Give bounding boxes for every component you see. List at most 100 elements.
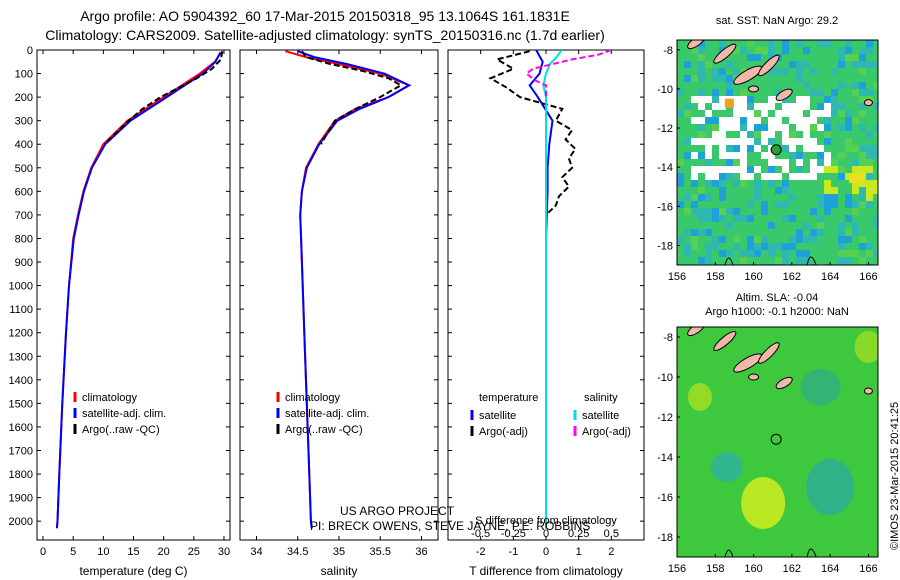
sst-cell bbox=[810, 145, 817, 152]
legend-label: Argo(..raw -QC) bbox=[82, 424, 160, 436]
sst-cell bbox=[761, 243, 768, 250]
sst-cell bbox=[852, 222, 859, 229]
sst-cell bbox=[845, 229, 852, 236]
sst-cell bbox=[775, 117, 782, 124]
sst-cell bbox=[740, 257, 747, 264]
map-field bbox=[677, 327, 878, 557]
sst-cell bbox=[698, 47, 705, 54]
series-line-3 bbox=[103, 51, 224, 145]
sst-cell bbox=[698, 68, 705, 75]
sst-cell bbox=[775, 243, 782, 250]
y-tick-label: -12 bbox=[657, 123, 673, 135]
y-tick-label: -10 bbox=[657, 84, 673, 96]
sst-cell bbox=[698, 215, 705, 222]
sst-cell bbox=[782, 131, 789, 138]
sst-cell bbox=[719, 131, 726, 138]
sst-cell bbox=[705, 180, 712, 187]
sst-cell bbox=[838, 47, 845, 54]
sst-cell bbox=[733, 96, 740, 103]
sst-cell bbox=[691, 166, 698, 173]
sst-cell bbox=[817, 215, 824, 222]
sst-cell bbox=[831, 103, 838, 110]
sst-cell bbox=[754, 236, 761, 243]
sst-cell bbox=[789, 215, 796, 222]
sst-cell bbox=[859, 89, 866, 96]
sst-cell bbox=[852, 166, 859, 173]
sst-cell bbox=[768, 68, 775, 75]
sst-cell bbox=[733, 236, 740, 243]
sst-cell bbox=[754, 194, 761, 201]
sst-cell bbox=[691, 180, 698, 187]
y-tick-label: 2000 bbox=[9, 516, 33, 528]
sst-cell bbox=[684, 250, 691, 257]
sst-cell bbox=[747, 103, 754, 110]
sst-cell bbox=[768, 166, 775, 173]
sst-cell bbox=[838, 173, 845, 180]
sst-cell bbox=[747, 173, 754, 180]
sst-cell bbox=[677, 180, 684, 187]
sst-cell bbox=[866, 173, 873, 180]
sst-cell bbox=[810, 159, 817, 166]
y-tick-label: 1900 bbox=[9, 493, 33, 505]
sst-cell bbox=[712, 96, 719, 103]
x-axis-label: salinity bbox=[321, 564, 358, 578]
sst-cell bbox=[754, 117, 761, 124]
legend-label: satellite-adj. clim. bbox=[285, 408, 369, 420]
sst-cell bbox=[810, 117, 817, 124]
sst-cell bbox=[747, 166, 754, 173]
map-panels: 156 158 160 162 164 166 -8 -10 -12 -14 -16 -18 sat. … bbox=[657, 15, 879, 575]
sst-cell bbox=[873, 187, 878, 194]
x2-axis-label: S difference from climatology bbox=[475, 515, 617, 527]
sst-cell bbox=[817, 201, 824, 208]
sst-cell bbox=[831, 110, 838, 117]
sst-cell bbox=[719, 124, 726, 131]
sst-cell bbox=[859, 96, 866, 103]
x-tick-label: 164 bbox=[821, 271, 839, 283]
x-tick-label: 160 bbox=[744, 271, 762, 283]
sst-cell bbox=[740, 152, 747, 159]
map-title: sat. SST: NaN Argo: 29.2 bbox=[716, 15, 838, 27]
sst-cell bbox=[726, 138, 733, 145]
sst-cell bbox=[845, 173, 852, 180]
sst-cell bbox=[684, 75, 691, 82]
sst-cell bbox=[740, 138, 747, 145]
sst-cell bbox=[754, 243, 761, 250]
sst-cell bbox=[754, 54, 761, 61]
x-tick-label: 5 bbox=[70, 546, 76, 558]
sst-cell bbox=[852, 159, 859, 166]
sst-cell bbox=[747, 215, 754, 222]
sst-cell bbox=[677, 159, 684, 166]
sst-cell bbox=[838, 103, 845, 110]
sst-cell bbox=[866, 180, 873, 187]
x2-tick-label: -0.5 bbox=[471, 528, 490, 540]
sst-cell bbox=[803, 61, 810, 68]
sst-cell bbox=[698, 61, 705, 68]
sst-cell bbox=[761, 208, 768, 215]
y-tick-label: -16 bbox=[657, 201, 673, 213]
sst-cell bbox=[824, 194, 831, 201]
sst-cell bbox=[684, 194, 691, 201]
sst-cell bbox=[824, 103, 831, 110]
sst-cell bbox=[691, 194, 698, 201]
legend-label: climatology bbox=[285, 392, 341, 404]
sla-blob bbox=[806, 459, 855, 515]
sst-cell bbox=[740, 173, 747, 180]
sst-cell bbox=[698, 187, 705, 194]
sst-cell bbox=[768, 250, 775, 257]
sst-cell bbox=[768, 47, 775, 54]
y-tick-label: 0 bbox=[27, 45, 33, 57]
sst-cell bbox=[782, 215, 789, 222]
sst-cell bbox=[866, 61, 873, 68]
sst-cell bbox=[719, 166, 726, 173]
x2-tick-label: -0.25 bbox=[501, 528, 526, 540]
sst-cell bbox=[698, 124, 705, 131]
sst-cell bbox=[740, 166, 747, 173]
sst-cell bbox=[873, 152, 878, 159]
sst-cell bbox=[754, 47, 761, 54]
sst-cell bbox=[740, 180, 747, 187]
y-tick-label: -18 bbox=[657, 240, 673, 252]
sst-cell bbox=[754, 131, 761, 138]
sst-cell bbox=[859, 82, 866, 89]
y-tick-label: 400 bbox=[15, 139, 33, 151]
sst-cell bbox=[768, 152, 775, 159]
